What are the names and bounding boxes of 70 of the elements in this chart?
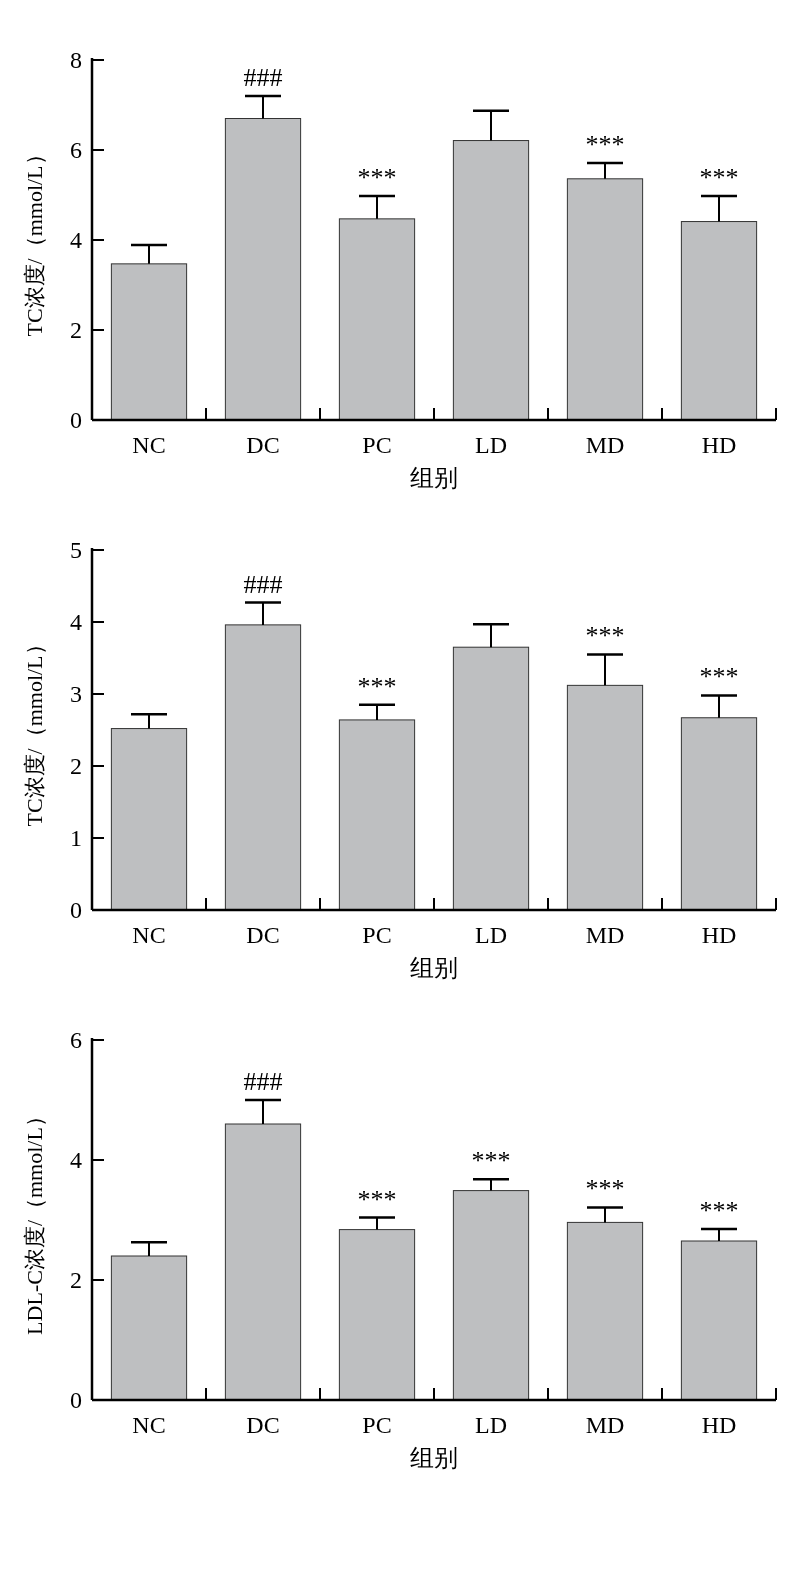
x-axis-title: 组别 [410, 465, 458, 491]
annotation: *** [585, 1174, 625, 1204]
y-tick-label: 0 [70, 1387, 82, 1413]
x-tick-label: LD [475, 922, 507, 948]
y-tick-label: 4 [70, 1147, 82, 1173]
x-tick-label: NC [132, 432, 166, 458]
bar [338, 218, 416, 421]
bar [452, 646, 530, 911]
bar [566, 684, 644, 911]
x-tick-label: PC [362, 432, 392, 458]
annotation: ### [243, 63, 283, 92]
x-axis-title: 组别 [410, 955, 458, 981]
annotation: *** [357, 162, 397, 192]
y-tick-label: 4 [70, 609, 82, 635]
bar [110, 728, 188, 911]
x-tick-label: PC [362, 1412, 392, 1438]
y-tick-label: 2 [70, 317, 82, 343]
y-tick-label: 8 [70, 47, 82, 73]
bar [566, 1221, 644, 1401]
y-axis-title: TC浓度/（mmol/L） [22, 633, 47, 827]
bar [224, 1123, 302, 1401]
annotation: *** [585, 130, 625, 160]
bar [452, 140, 530, 421]
y-tick-label: 3 [70, 681, 82, 707]
x-tick-label: HD [701, 1412, 737, 1438]
x-tick-label: NC [132, 922, 166, 948]
y-tick-label: 0 [70, 407, 82, 433]
bar [110, 263, 188, 421]
y-axis-title: LDL-C浓度/（mmol/L） [22, 1105, 47, 1335]
annotation: *** [357, 671, 397, 701]
bar [566, 178, 644, 421]
bar [680, 717, 758, 911]
annotation: *** [585, 621, 625, 651]
x-tick-label: DC [246, 1412, 280, 1438]
bar [452, 1190, 530, 1401]
x-tick-label: MD [585, 432, 625, 458]
y-tick-label: 5 [70, 537, 82, 563]
x-tick-label: HD [701, 432, 737, 458]
x-tick-label: MD [585, 922, 625, 948]
x-tick-label: PC [362, 922, 392, 948]
bar [224, 624, 302, 911]
annotation: *** [471, 1146, 511, 1176]
annotation: *** [357, 1184, 397, 1214]
x-tick-label: HD [701, 922, 737, 948]
bar [680, 1240, 758, 1401]
annotation: ### [243, 569, 283, 599]
x-tick-label: MD [585, 1412, 625, 1438]
y-tick-label: 2 [70, 1267, 82, 1293]
x-tick-label: DC [246, 922, 280, 948]
x-tick-label: LD [475, 432, 507, 458]
y-tick-label: 0 [70, 897, 82, 923]
bar [110, 1255, 188, 1401]
bar [338, 1229, 416, 1401]
bar [680, 221, 758, 421]
bar [224, 118, 302, 421]
y-axis-title: TC浓度/（mmol/L） [22, 143, 47, 337]
annotation: ### [243, 1067, 283, 1096]
annotation: *** [699, 662, 739, 692]
x-tick-label: NC [132, 1412, 166, 1438]
y-tick-label: 2 [70, 753, 82, 779]
y-tick-label: 6 [70, 1027, 82, 1053]
annotation: *** [699, 162, 739, 192]
y-tick-label: 6 [70, 137, 82, 163]
y-tick-label: 4 [70, 227, 82, 253]
x-axis-title: 组别 [410, 1445, 458, 1471]
annotation: *** [699, 1196, 739, 1225]
x-tick-label: LD [475, 1412, 507, 1438]
bar [338, 719, 416, 911]
x-tick-label: DC [246, 432, 280, 458]
y-tick-label: 1 [70, 825, 82, 851]
